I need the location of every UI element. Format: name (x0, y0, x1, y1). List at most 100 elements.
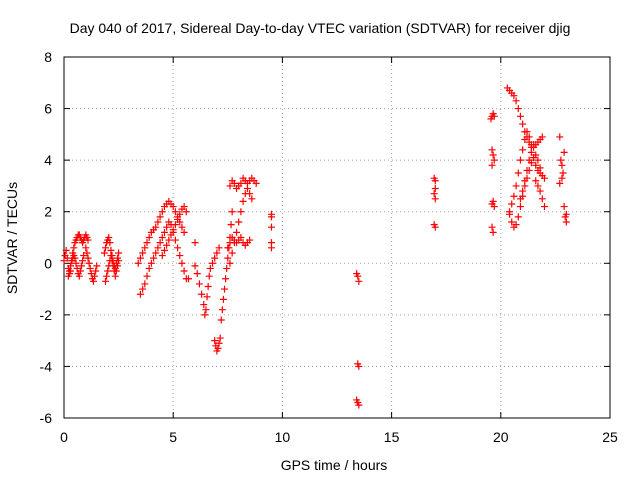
data-point (510, 192, 518, 200)
data-point (101, 244, 109, 252)
data-point (512, 97, 520, 105)
data-point (516, 156, 524, 164)
data-point (514, 105, 522, 113)
data-point (430, 190, 438, 198)
data-point (85, 259, 93, 267)
data-point (536, 164, 544, 172)
data-point (556, 133, 564, 141)
data-point (198, 290, 206, 298)
y-tick-label: -6 (40, 410, 53, 426)
data-point (182, 208, 190, 216)
x-tick-label: 10 (275, 429, 291, 445)
data-point (204, 282, 212, 290)
data-point (536, 187, 544, 195)
data-point (527, 148, 535, 156)
data-point (215, 244, 223, 252)
data-point (176, 252, 184, 260)
data-point (178, 223, 186, 231)
data-point (107, 252, 115, 260)
data-point (252, 179, 260, 187)
x-tick-label: 25 (602, 429, 618, 445)
data-point (141, 280, 149, 288)
data-point (213, 249, 221, 257)
data-point (489, 228, 497, 236)
data-point (105, 234, 113, 241)
data-point (75, 272, 83, 280)
data-point (512, 182, 520, 190)
data-point (211, 337, 219, 345)
data-point (562, 218, 570, 226)
data-point (488, 146, 496, 154)
data-point (214, 344, 222, 352)
data-point (355, 362, 363, 370)
data-point (540, 203, 548, 211)
data-point (89, 277, 97, 285)
data-point (235, 218, 243, 226)
data-point (65, 267, 73, 275)
data-point (267, 223, 275, 231)
data-point (202, 306, 210, 314)
data-point (115, 249, 123, 257)
data-point (227, 221, 235, 229)
data-point (114, 262, 122, 270)
data-point (193, 270, 201, 278)
y-tick-label: 2 (44, 204, 52, 220)
data-point (169, 226, 177, 234)
data-point (230, 179, 238, 187)
data-point (171, 236, 179, 244)
data-point (228, 208, 236, 216)
data-point (180, 228, 188, 236)
data-point (431, 185, 439, 193)
data-point (431, 177, 439, 185)
data-point (223, 264, 231, 272)
data-point (205, 272, 213, 280)
data-point (70, 244, 78, 252)
data-point (226, 259, 234, 267)
plot-area-frame (63, 56, 611, 419)
data-point (156, 239, 164, 247)
data-point (538, 195, 546, 203)
data-point (115, 257, 123, 265)
data-point (558, 174, 566, 182)
data-point (226, 239, 234, 247)
data-point (226, 182, 234, 190)
x-tick-label: 0 (60, 429, 68, 445)
data-point (139, 249, 147, 257)
data-point (136, 290, 144, 298)
data-point (510, 92, 518, 100)
data-point (200, 301, 208, 309)
data-point (71, 254, 79, 262)
data-point (184, 275, 192, 283)
y-tick-label: 4 (44, 152, 52, 168)
data-point (233, 228, 241, 236)
data-point (519, 146, 527, 154)
data-point (67, 262, 75, 270)
data-point (77, 262, 85, 270)
x-axis-label: GPS time / hours (281, 457, 388, 473)
data-point (136, 254, 144, 262)
chart-title: Day 040 of 2017, Sidereal Day-to-day VTE… (70, 20, 571, 36)
data-point (237, 179, 245, 187)
data-point (92, 267, 100, 275)
data-point (490, 203, 498, 211)
data-point (532, 177, 540, 185)
data-point (514, 213, 522, 221)
data-point (525, 133, 533, 141)
data-point (431, 223, 439, 231)
data-point (534, 182, 542, 190)
data-point (156, 213, 164, 221)
data-point (101, 277, 109, 285)
data-point (100, 249, 108, 257)
data-point (267, 244, 275, 252)
data-point (222, 275, 230, 283)
data-point (508, 218, 516, 226)
data-point (519, 120, 527, 128)
data-point (521, 136, 529, 144)
data-point (506, 210, 514, 218)
data-point (143, 239, 151, 247)
data-point (557, 156, 565, 164)
data-point (152, 223, 160, 231)
data-point (145, 234, 153, 241)
